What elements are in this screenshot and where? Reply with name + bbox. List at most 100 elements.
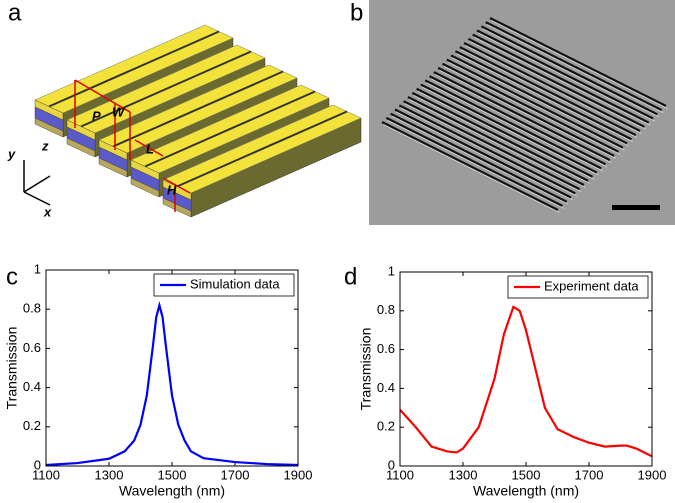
x-tick-label: 1900 <box>638 467 667 482</box>
x-tick-label: 1500 <box>512 467 541 482</box>
y-tick-label: 0.2 <box>377 419 395 434</box>
grating-line <box>480 25 658 116</box>
y-axis-label: Transmission <box>4 327 20 410</box>
x-tick-label: 1300 <box>95 467 124 482</box>
label-w: W <box>112 104 126 119</box>
grating-edge <box>469 40 647 130</box>
axis-label: z <box>41 138 49 153</box>
y-tick-label: 0.6 <box>23 340 41 355</box>
y-tick-label: 0.4 <box>23 379 41 394</box>
label-l: L <box>146 141 154 156</box>
arrow <box>162 177 191 194</box>
grating-line <box>472 33 650 124</box>
grating-edge <box>487 24 664 114</box>
grating-line <box>403 100 581 191</box>
grating-edge <box>387 119 564 209</box>
grating <box>381 17 668 213</box>
axis-triad: x y z <box>7 138 52 219</box>
grating-line <box>381 121 559 211</box>
grating-edge <box>404 103 582 193</box>
label-h: H <box>167 182 177 197</box>
grating-edge <box>439 70 616 159</box>
grating-edge <box>391 115 569 205</box>
grating-edge <box>491 20 668 109</box>
y-tick-label: 0.8 <box>377 302 395 317</box>
panel-label: c <box>6 263 18 290</box>
y-tick-label: 0 <box>388 457 395 472</box>
axis-label: x <box>43 204 52 219</box>
axes-box <box>399 271 653 467</box>
grating-edge <box>482 28 660 118</box>
data-line <box>399 305 653 458</box>
legend-label: Experiment data <box>544 278 639 293</box>
y-axis-label: Transmission <box>358 328 374 411</box>
arrow <box>134 139 164 157</box>
grating-edge <box>465 45 642 134</box>
grating-edge <box>400 107 577 197</box>
grating-edge <box>430 78 608 168</box>
grating-line <box>416 87 594 178</box>
grating-line <box>429 75 607 166</box>
x-tick-label: 1700 <box>575 467 604 482</box>
grating-line <box>446 58 624 149</box>
grating-edge <box>456 53 634 143</box>
grating-line <box>489 17 667 107</box>
scale-bar <box>612 205 660 210</box>
grating-edge <box>383 124 560 213</box>
grating-edge <box>422 86 599 176</box>
bar-slot <box>144 90 316 168</box>
arrow <box>74 79 131 113</box>
bar-slot <box>48 30 220 108</box>
grating-line <box>398 104 576 195</box>
grating-edge <box>452 57 629 147</box>
grating-edge <box>426 82 603 172</box>
grating-edge <box>409 99 586 188</box>
chart: 1100 1300 1500 1700 1900 0 0.2 0.4 0.6 0.8 1 Wavele… <box>358 263 667 498</box>
grating-line <box>420 83 598 174</box>
grating-line <box>450 54 628 145</box>
y-tick-label: 0.8 <box>23 301 41 316</box>
plot-area <box>46 270 298 466</box>
x-tick-label: 1100 <box>32 467 60 482</box>
grating-line <box>441 62 619 153</box>
bar-layer <box>130 177 160 198</box>
label-p: P <box>92 108 101 123</box>
grating-edge <box>417 90 595 180</box>
grating-edge <box>461 49 638 138</box>
grating-line <box>467 37 645 128</box>
axis-arrow <box>23 191 51 206</box>
x-axis-label: Wavelength (nm) <box>473 483 579 499</box>
grating-edge <box>443 65 621 155</box>
grating-edge <box>413 95 590 184</box>
grating-line <box>390 112 568 203</box>
x-tick-label: 1700 <box>221 467 250 482</box>
bar-slot <box>80 50 252 128</box>
x-axis-label: Wavelength (nm) <box>119 483 225 499</box>
grating-line <box>485 21 663 112</box>
grating-line <box>424 79 602 170</box>
bar-layer <box>66 137 96 158</box>
plot-area <box>400 272 652 466</box>
bar-layer <box>34 117 64 138</box>
y-tick-label: 1 <box>34 261 41 276</box>
grating-line <box>394 108 572 199</box>
grating-edge <box>474 36 651 126</box>
bar-slot <box>176 110 348 188</box>
grating-line <box>454 50 632 141</box>
bar-layer <box>98 157 128 178</box>
grating-line <box>476 29 654 120</box>
x-tick-label: 1300 <box>449 467 478 482</box>
x-tick-label: 1500 <box>158 467 187 482</box>
panel-label: b <box>350 0 363 26</box>
grating-line <box>433 71 611 162</box>
y-tick-label: 0 <box>34 457 41 472</box>
grating-line <box>411 91 589 182</box>
legend-label: Simulation data <box>190 276 280 291</box>
grating-line <box>437 66 615 157</box>
y-tick-label: 0.6 <box>377 341 395 356</box>
grating-line <box>385 116 563 207</box>
y-tick-label: 0.2 <box>23 418 41 433</box>
x-tick-label: 1900 <box>284 467 313 482</box>
bar-slot <box>112 70 284 148</box>
